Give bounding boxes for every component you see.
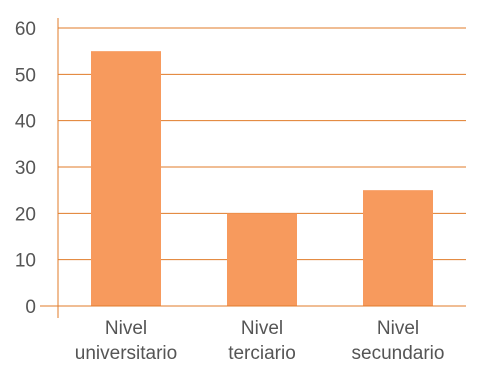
y-tick-label: 60: [15, 19, 36, 40]
bar: [363, 190, 433, 306]
y-tick-labels: 0 10 20 30 40 50 60: [15, 19, 36, 318]
y-tick-label: 20: [15, 204, 36, 225]
y-tick-label: 30: [15, 158, 36, 179]
axes: [40, 18, 466, 318]
x-category-label: Nivel terciario: [228, 318, 296, 364]
x-category-label: Nivel universitario: [75, 318, 177, 364]
bars: [91, 51, 433, 306]
y-tick-label: 10: [15, 251, 36, 272]
bar: [227, 213, 297, 306]
bar: [91, 51, 161, 306]
y-tick-label: 0: [25, 297, 36, 318]
x-category-label: Nivel secundario: [352, 318, 445, 364]
y-tick-label: 40: [15, 112, 36, 133]
y-tick-label: 50: [15, 65, 36, 86]
x-category-labels: Nivel universitario Nivel terciario Nivel sec…: [75, 318, 445, 364]
